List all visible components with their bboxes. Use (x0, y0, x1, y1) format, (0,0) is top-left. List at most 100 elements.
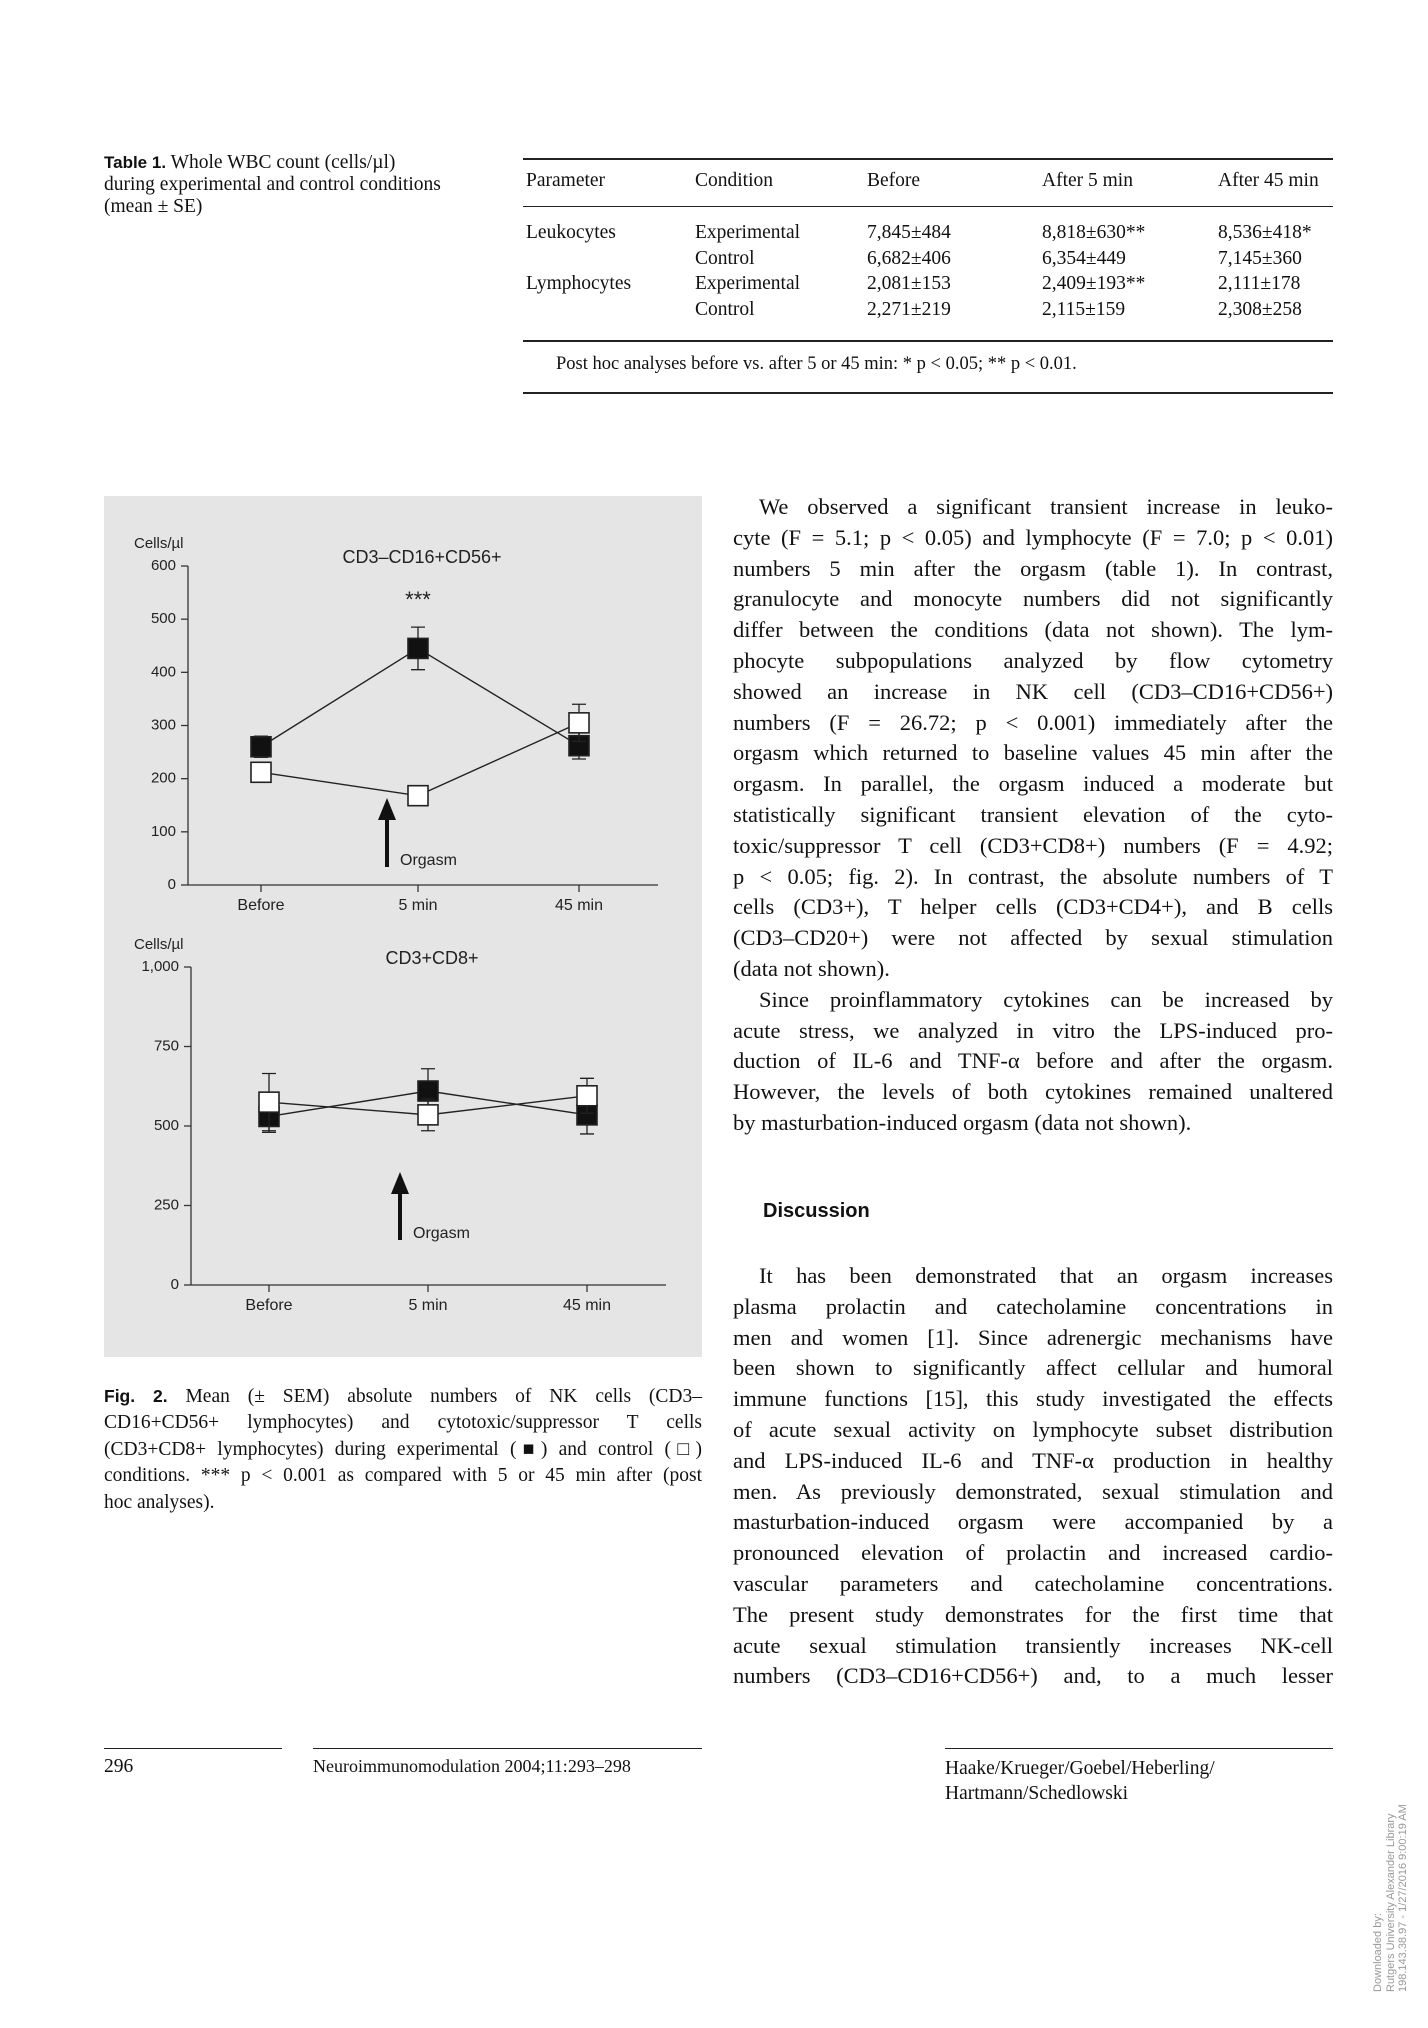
row-header: Leukocytes (526, 222, 616, 243)
table-rule (523, 392, 1333, 394)
y-tick-label: 500 (151, 610, 176, 627)
table-cell: 8,536±418* (1218, 222, 1312, 243)
data-point (568, 712, 590, 734)
author-line: Hartmann/Schedlowski (945, 1783, 1129, 1804)
author-line: Haake/Krueger/Goebel/Heberling/ (945, 1758, 1215, 1779)
caption-line: Fig. 2. Mean (± SEM) absolute numbers of… (104, 1383, 702, 1410)
footer-rule (945, 1748, 1333, 1749)
text-line: differ between the conditions (data not … (733, 617, 1333, 643)
table-cell: 2,081±153 (867, 273, 951, 295)
data-point (250, 735, 272, 758)
data-point (417, 1080, 439, 1102)
table-cell: 8,818±630** (1042, 222, 1146, 243)
table-cell: 6,682±406 (867, 247, 951, 269)
section-heading: Discussion (763, 1200, 870, 1222)
axis-label: Cells/µl (134, 936, 183, 953)
authors: Haake/Krueger/Goebel/Heberling/ Hartmann… (945, 1756, 1215, 1806)
x-tick-label: 5 min (408, 1297, 447, 1314)
text-line: plasma prolactin and catecholamine conce… (733, 1293, 1333, 1319)
caption-text: Mean (± SEM) absolute numbers of NK cell… (185, 1386, 703, 1407)
text-line: numbers (CD3–CD16+CD56+) and, to a much … (733, 1663, 1333, 1689)
text-line: immune functions [15], this study invest… (733, 1386, 1333, 1412)
text-line: (CD3–CD20+) were not affected by sexual … (733, 925, 1333, 951)
table-footnote: Post hoc analyses before vs. after 5 or … (556, 354, 1077, 374)
table-cell: 6,354±449 (1042, 247, 1126, 269)
table-cell: Control (695, 299, 755, 321)
text-line: granulocyte and monocyte numbers did not… (733, 586, 1333, 612)
table-rule (523, 158, 1333, 160)
text-line: duction of IL-6 and TNF-α before and aft… (733, 1048, 1333, 1074)
x-tick-label: 5 min (398, 897, 437, 914)
discussion-text: It has been demonstrated that an orgasm … (733, 1261, 1333, 1692)
y-tick-label: 500 (154, 1117, 179, 1134)
caption-line: (mean ± SE) (104, 196, 203, 217)
table-label: Table 1. (104, 153, 167, 172)
data-point (250, 761, 272, 784)
y-tick-label: 0 (168, 876, 176, 893)
text-line: cyte (F = 5.1; p < 0.05) and lymphocyte … (733, 524, 1333, 550)
table-cell: 7,845±484 (867, 222, 951, 243)
caption-line: during experimental and control conditio… (104, 174, 441, 195)
caption-text: CD16+CD56+ lymphocytes) and cytotoxic/su… (104, 1412, 702, 1434)
text-line: masturbation-induced orgasm were accompa… (733, 1509, 1333, 1535)
caption-line: (CD3+CD8+ lymphocytes) during experiment… (104, 1437, 702, 1463)
text-line: (data not shown). (733, 955, 890, 981)
table-cell: 2,111±178 (1218, 273, 1301, 295)
text-line: It has been demonstrated that an orgasm … (759, 1263, 1333, 1288)
text-line: orgasm which returned to baseline values… (733, 740, 1333, 766)
x-tick-label: 45 min (555, 897, 603, 914)
table-cell: 2,308±258 (1218, 299, 1302, 321)
text-line: numbers (F = 26.72; p < 0.001) immediate… (733, 709, 1333, 735)
table-cell: 7,145±360 (1218, 247, 1302, 269)
text-line: and LPS-induced IL-6 and TNF-α productio… (733, 1447, 1333, 1473)
y-tick-label: 600 (151, 557, 176, 574)
figure: Cells/µl CD3–CD16+CD56+ 0 100 200 300 400 500 60… (104, 496, 702, 1357)
text-line: statistically significant transient elev… (733, 801, 1333, 827)
row-header: Lymphocytes (526, 273, 632, 295)
arrow-head (391, 1172, 409, 1194)
x-tick-label: Before (245, 1297, 292, 1314)
text-line: However, the levels of both cytokines re… (733, 1079, 1333, 1105)
text-line: by masturbation-induced orgasm (data not… (733, 1109, 1192, 1135)
table-caption: Table 1. Whole WBC count (cells/µl) durin… (104, 152, 494, 218)
footer-rule (104, 1748, 282, 1749)
download-line: Rutgers University Alexander Library (1384, 1813, 1397, 1992)
text-line: men. As previously demonstrated, sexual … (733, 1478, 1333, 1504)
page-number: 296 (104, 1756, 134, 1777)
y-tick-label: 300 (151, 716, 176, 733)
x-tick-label: 45 min (563, 1297, 611, 1314)
chart-title: CD3–CD16+CD56+ (342, 547, 501, 567)
caption-text: (CD3+CD8+ lymphocytes) during experiment… (104, 1438, 702, 1460)
table-cell: 2,271±219 (867, 299, 951, 321)
text-line: We observed a significant transient incr… (759, 494, 1333, 519)
y-tick-label: 200 (151, 770, 176, 787)
data-point (407, 784, 429, 807)
text-line: The present study demonstrates for the f… (733, 1601, 1333, 1627)
text-line: been shown to significantly affect cellu… (733, 1355, 1333, 1381)
data-point (407, 637, 429, 660)
text-line: of acute sexual activity on lymphocyte s… (733, 1416, 1333, 1442)
table-cell: Experimental (695, 273, 801, 295)
text-column: We observed a significant transient incr… (733, 492, 1333, 1139)
chart-title: CD3+CD8+ (385, 948, 478, 968)
caption-text: Whole WBC count (cells/µl) during experim… (104, 152, 441, 217)
download-line: 198.143.38.97 - 1/27/2016 9:00:19 AM (1397, 1804, 1409, 1992)
caption-line: hoc analyses). (104, 1490, 702, 1516)
text-line: cells (CD3+), T helper cells (CD3+CD4+),… (733, 894, 1333, 920)
text-line: p < 0.05; fig. 2). In contrast, the abso… (733, 863, 1333, 889)
y-tick-label: 400 (151, 663, 176, 680)
data-point (258, 1091, 280, 1113)
arrow-label: Orgasm (413, 1225, 470, 1242)
caption-line: CD16+CD56+ lymphocytes) and cytotoxic/su… (104, 1410, 702, 1436)
x-tick-label: Before (237, 897, 284, 914)
text-line: Since proinflammatory cytokines can be i… (759, 986, 1333, 1012)
y-tick-label: 750 (154, 1037, 179, 1054)
column-header: Parameter (526, 170, 606, 191)
caption-line: Whole WBC count (cells/µl) (170, 152, 396, 173)
table-cell: Experimental (695, 222, 801, 243)
table-cell: Control (695, 247, 755, 269)
text-line: showed an increase in NK cell (CD3–CD16+… (733, 678, 1333, 704)
y-tick-label: 0 (171, 1276, 179, 1293)
